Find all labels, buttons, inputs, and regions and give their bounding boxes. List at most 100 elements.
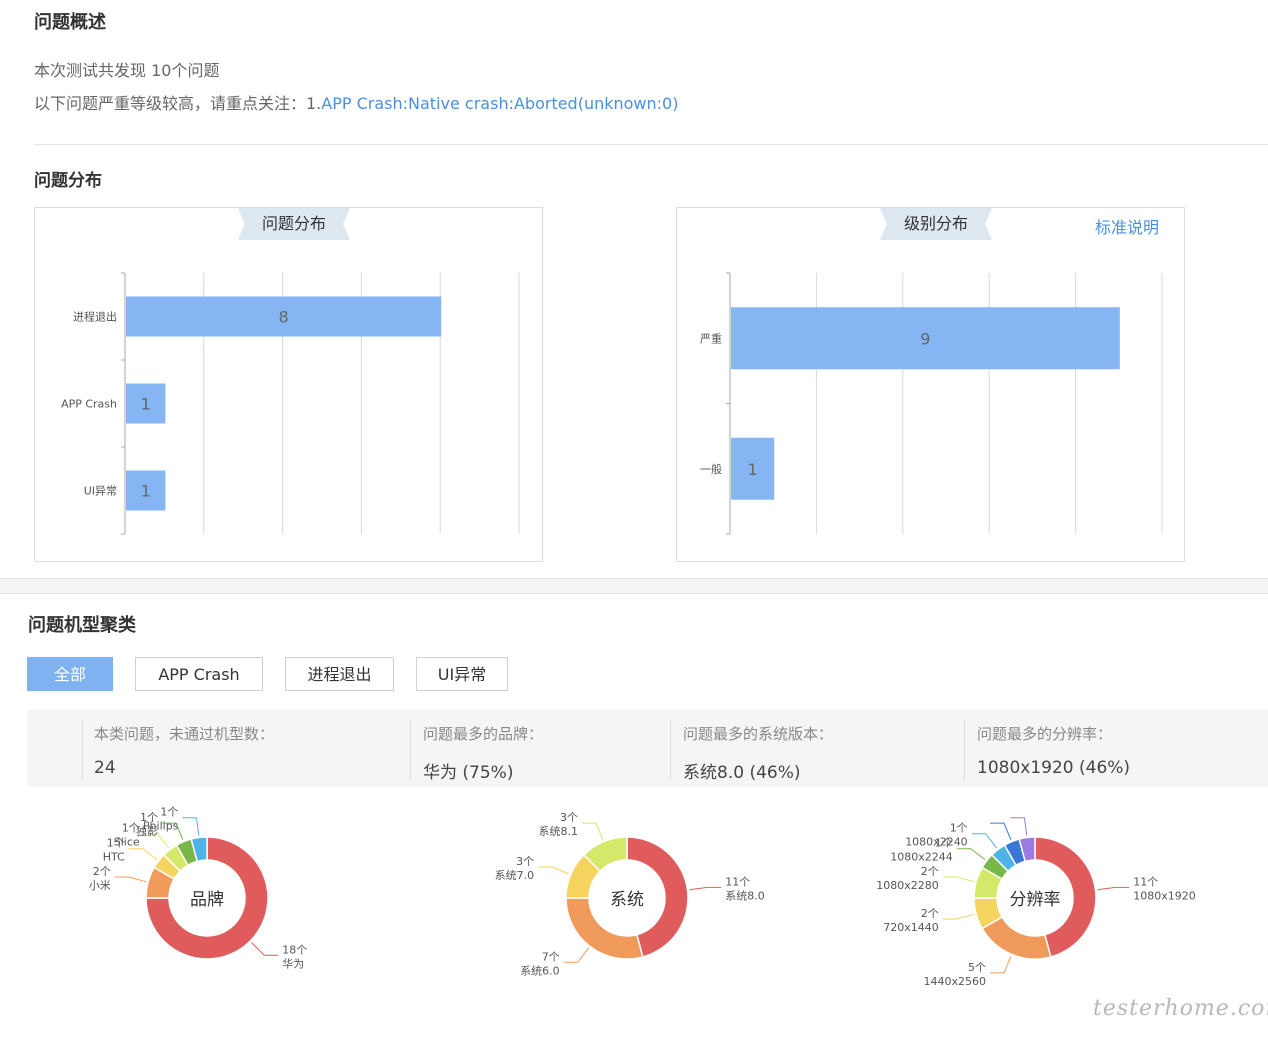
slice-name-label: 小米 [89,879,111,892]
cluster-title: 问题机型聚类 [28,615,136,636]
slice-count-label: 2个 [921,865,939,878]
slice-name-label: 720x1440 [883,921,939,934]
donut-center-label: 品牌 [190,890,224,910]
severity-issue-link[interactable]: APP Crash:Native crash:Aborted(unknown:0… [321,94,679,113]
bar-value-label: 1 [141,482,151,501]
slice-count-label: 2个 [93,865,111,878]
leader-line [956,848,986,861]
leader-line [942,913,975,920]
leader-line [971,833,998,849]
leader-line [538,866,569,875]
leader-line [162,822,184,840]
slice-count-label: 18个 [282,943,307,956]
slice-count-label: 1个 [160,806,178,819]
stat-top-resolution-value: 1080x1920 (46%) [977,758,1131,778]
level-distribution-chart: 严重 9 一般 1 [700,272,1163,535]
slice-name-label: 1080x2280 [876,879,939,892]
stat-failed-devices-value: 24 [94,758,116,778]
overview-severity-line: 以下问题严重等级较高，请重点关注：1.APP Crash:Native cras… [34,90,678,114]
category-label: 进程退出 [73,310,117,324]
leader-line [1097,886,1130,891]
issue-distribution-ribbon: 问题分布 [238,208,350,240]
category-label: 一般 [700,463,722,476]
leader-line [182,817,200,836]
slice-count-label: 1个 [107,837,125,850]
slice-name-label: 系统8.0 [725,889,765,902]
bar-value-label: 1 [748,460,758,479]
stat-top-resolution-label: 问题最多的分辨率： [977,725,1113,743]
tab-process-exit[interactable]: 进程退出 [285,657,394,691]
stat-top-brand-label: 问题最多的品牌： [423,725,544,743]
donut-slice [582,836,628,873]
bar [731,307,1120,370]
slice-count-label: 11个 [1133,875,1158,888]
issue-distribution-chart: 进程退出 8 APP Crash 1 UI异常 1 [61,272,520,535]
slice-name-label: 系统8.1 [539,825,579,838]
slice-count-label: 5个 [968,961,986,974]
category-label: UI异常 [84,485,117,498]
bar [731,437,775,500]
category-label: APP Crash [61,398,117,411]
donut-slice [145,836,269,960]
tab-app-crash[interactable]: APP Crash [135,657,263,691]
leader-line [563,947,590,963]
watermark: testerhome.com [1093,996,1268,1021]
tab-ui-exception[interactable]: UI异常 [416,657,508,691]
overview-summary: 本次测试共发现 10个问题 [34,61,220,80]
donut-slice [1018,836,1036,863]
leader-line [582,822,604,840]
slice-count-label: 3个 [516,855,534,868]
slice-name-label: 1440x2560 [924,975,987,988]
stat-separator [82,720,83,780]
level-distribution-panel: 级别分布 标准说明 严重 9 一般 1 [676,207,1185,562]
slice-name-label: 系统6.0 [520,964,560,977]
slice-name-label: 系统7.0 [495,869,535,882]
divider [34,144,1268,145]
issue-distribution-panel: 问题分布 进程退出 8 APP Crash 1 UI异常 1 [34,207,543,562]
standard-explanation-link[interactable]: 标准说明 [1095,218,1160,237]
donut-center-label: 分辨率 [1010,890,1061,910]
device-cluster-donuts: 18个华为2个小米1个HTC1个Slice1个独影1个Philips品牌11个系… [89,806,1196,988]
leader-line [251,942,279,956]
slice-count-label: 3个 [560,811,578,824]
stat-separator [964,720,965,780]
leader-line [143,833,170,849]
bar [126,383,166,424]
bar [126,470,166,511]
section-divider [0,578,1268,594]
leader-line [1010,817,1028,836]
slice-count-label: 1个 [935,837,953,850]
level-distribution-ribbon: 级别分布 [880,208,992,240]
severity-prefix: 以下问题严重等级较高，请重点关注：1. [34,94,322,113]
leader-line [990,822,1012,840]
slice-name-label: 1080x2240 [905,836,968,849]
leader-line [128,848,158,861]
bar-value-label: 9 [920,329,930,348]
slice-count-label: 1个 [950,822,968,835]
bar [126,296,442,337]
stat-top-brand-value: 华为 (75%) [423,763,514,783]
slice-name-label: 1080x2244 [890,851,953,864]
slice-name-label: Philips [143,820,179,833]
slice-count-label: 11个 [725,875,750,888]
donut-slice [626,836,689,958]
leader-line [942,876,975,883]
donut-slice [190,836,208,863]
slice-name-label: 1080x1920 [1133,889,1196,902]
leader-line [689,886,722,891]
slice-name-label: 独影 [136,825,158,838]
tab-all[interactable]: 全部 [27,657,113,691]
stat-top-os-label: 问题最多的系统版本： [683,725,834,743]
cluster-stats-bar: 本类问题，未通过机型数： 24 问题最多的品牌： 华为 (75%) 问题最多的系… [27,710,1268,787]
overview-title: 问题概述 [34,12,106,33]
leader-line [990,956,1012,974]
stat-separator [670,720,671,780]
slice-name-label: HTC [103,851,125,864]
stat-top-os-value: 系统8.0 (46%) [683,763,801,783]
slice-count-label: 1个 [122,822,140,835]
slice-name-label: Slice [114,836,140,849]
donut-slice [1034,836,1097,958]
stat-failed-devices-label: 本类问题，未通过机型数： [94,725,275,743]
slice-count-label: 1个 [140,811,158,824]
distribution-title: 问题分布 [34,171,102,191]
